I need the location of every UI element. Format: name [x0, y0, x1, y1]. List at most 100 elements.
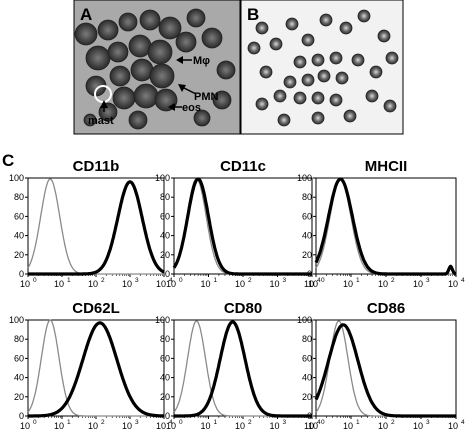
cell-a — [139, 9, 161, 31]
stained-histogram-line — [314, 177, 457, 276]
x-tick-exponent: 2 — [101, 419, 105, 426]
x-tick-exponent: 1 — [214, 277, 218, 284]
y-tick-label: 40 — [302, 373, 312, 383]
x-tick-label: 10 — [122, 279, 132, 289]
x-tick-label: 10 — [166, 279, 176, 289]
y-tick-label: 80 — [160, 192, 170, 202]
y-tick-label: 20 — [14, 392, 24, 402]
chart-title: CD11c — [220, 158, 266, 175]
x-tick-exponent: 0 — [179, 277, 183, 284]
x-tick-label: 10 — [166, 421, 176, 430]
x-tick-exponent: 0 — [179, 419, 183, 426]
stained-histogram-line — [27, 321, 165, 418]
plot-frame — [27, 319, 165, 417]
cell-a — [83, 113, 97, 127]
y-tick-label: 20 — [160, 392, 170, 402]
cells-b — [247, 9, 399, 127]
cell-b — [293, 55, 307, 69]
y-tick-label: 20 — [302, 392, 312, 402]
cell-b — [383, 99, 397, 113]
cell-a — [212, 90, 232, 110]
annotation-pmn: PMN — [178, 84, 219, 103]
y-tick-label: 20 — [160, 250, 170, 260]
cell-b — [317, 69, 331, 83]
x-tick-label: 10 — [20, 279, 30, 289]
x-tick-exponent: 4 — [169, 419, 173, 426]
y-tick-label: 100 — [297, 173, 312, 183]
cell-b — [377, 29, 391, 43]
x-tick-label: 10 — [378, 279, 388, 289]
stained-histogram-line — [314, 323, 457, 418]
stained-histogram-line — [172, 177, 313, 276]
panel-label-b: B — [247, 5, 259, 24]
x-tick-exponent: 4 — [461, 419, 465, 426]
chart-title: CD86 — [367, 300, 405, 317]
cell-b — [255, 21, 269, 35]
cells-a — [74, 8, 236, 130]
annotation-pmn-label: PMN — [194, 91, 219, 103]
cell-a — [74, 22, 98, 46]
cell-b — [335, 71, 349, 85]
y-tick-label: 100 — [9, 315, 24, 325]
x-tick-label: 10 — [413, 421, 423, 430]
stained-histogram-line — [173, 320, 313, 418]
x-tick-label: 10 — [156, 279, 166, 289]
x-tick-label: 10 — [308, 421, 318, 430]
x-tick-exponent: 3 — [135, 419, 139, 426]
x-tick-exponent: 1 — [356, 419, 360, 426]
x-tick-exponent: 1 — [356, 277, 360, 284]
y-tick-label: 40 — [302, 231, 312, 241]
cell-a — [186, 8, 206, 28]
x-tick-label: 10 — [304, 279, 314, 289]
annotation-mphi-label: Mφ — [193, 55, 210, 67]
control-histogram-line — [27, 319, 164, 417]
cell-b — [277, 113, 291, 127]
x-tick-exponent: 3 — [283, 277, 287, 284]
y-tick-label: 100 — [9, 173, 24, 183]
plot-frame — [27, 177, 165, 275]
cell-b — [273, 89, 287, 103]
x-tick-label: 10 — [88, 279, 98, 289]
cell-b — [357, 9, 371, 23]
cell-b — [301, 73, 315, 87]
cell-a — [216, 60, 236, 80]
y-tick-label: 80 — [302, 334, 312, 344]
plot-frame — [315, 319, 457, 417]
y-tick-label: 20 — [14, 250, 24, 260]
panel-label-a: A — [80, 5, 92, 24]
x-tick-exponent: 3 — [426, 277, 430, 284]
x-tick-exponent: 4 — [317, 277, 321, 284]
stained-histogram-line — [27, 180, 165, 276]
y-tick-label: 0 — [165, 269, 170, 279]
x-tick-label: 10 — [54, 279, 64, 289]
cell-a — [118, 12, 138, 32]
micrograph-panel-a: A Mφ PMN eos mast — [73, 0, 241, 135]
plot-frame — [173, 177, 313, 275]
cell-a — [107, 41, 129, 63]
y-tick-label: 0 — [19, 411, 24, 421]
cell-a — [149, 63, 175, 89]
x-tick-label: 10 — [122, 421, 132, 430]
x-tick-exponent: 3 — [135, 277, 139, 284]
x-tick-label: 10 — [88, 421, 98, 430]
x-tick-label: 10 — [343, 279, 353, 289]
x-tick-label: 10 — [156, 421, 166, 430]
cell-b — [365, 89, 379, 103]
y-tick-label: 60 — [302, 353, 312, 363]
x-tick-exponent: 1 — [67, 277, 71, 284]
cell-a — [128, 110, 148, 130]
cell-b — [247, 41, 261, 55]
x-tick-exponent: 1 — [214, 419, 218, 426]
cell-a — [97, 19, 119, 41]
y-tick-label: 60 — [160, 353, 170, 363]
x-tick-label: 10 — [54, 421, 64, 430]
annotation-mast: mast — [88, 100, 114, 127]
x-tick-label: 10 — [269, 421, 279, 430]
cell-b — [301, 33, 315, 47]
y-tick-label: 60 — [302, 211, 312, 221]
plot-frame — [315, 177, 457, 275]
